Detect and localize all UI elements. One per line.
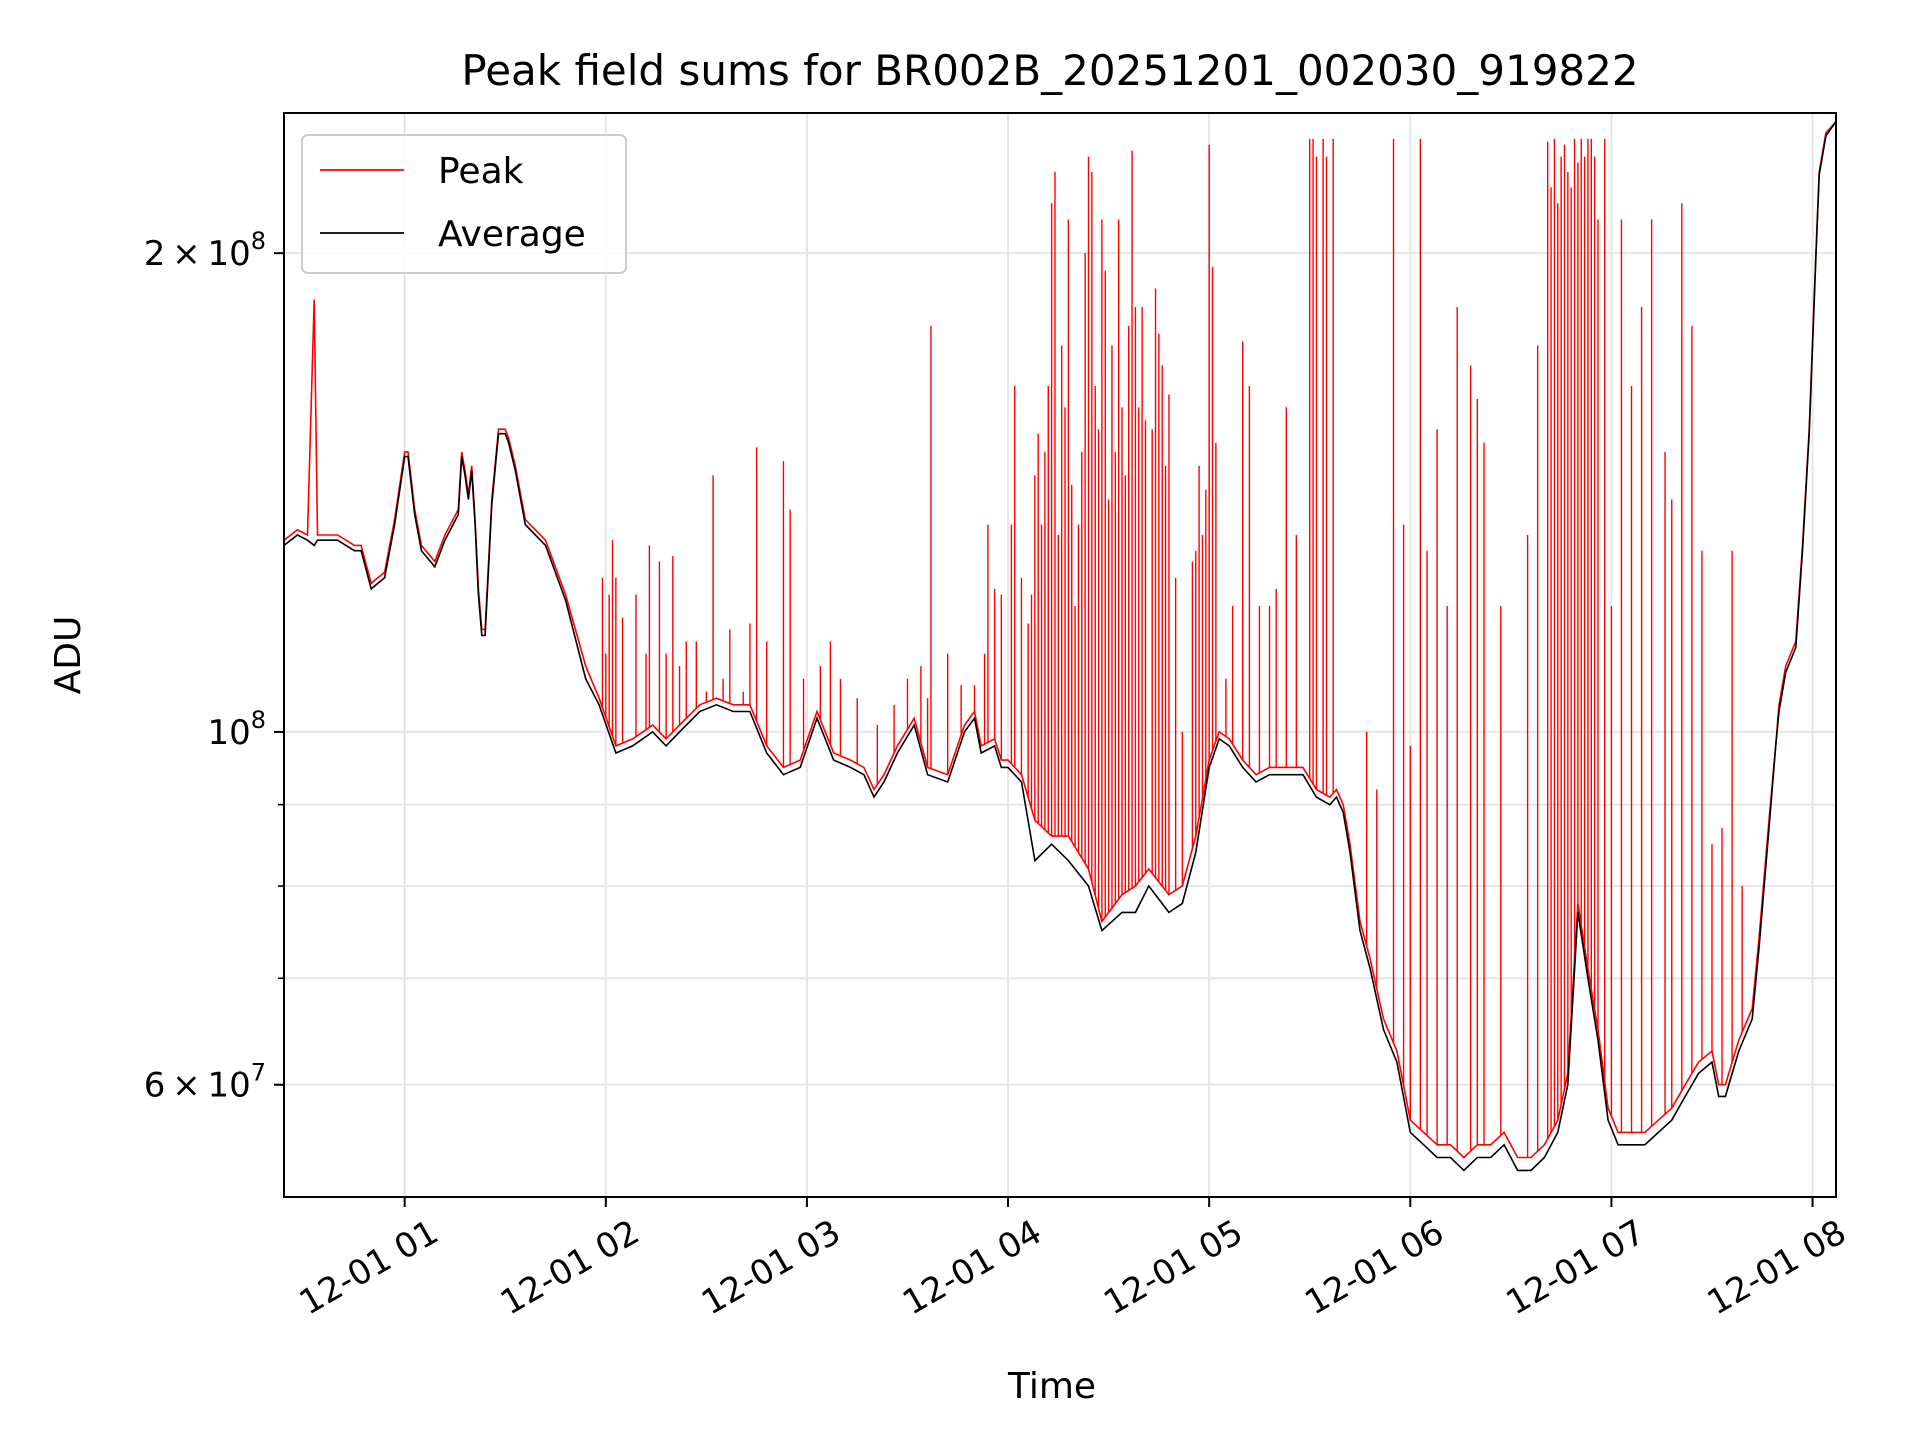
legend-label-average: Average bbox=[438, 214, 586, 255]
legend: Peak Average bbox=[301, 134, 627, 274]
y-axis-ticks: 108 2 × 108 6 × 107 bbox=[144, 227, 284, 1106]
legend-label-peak: Peak bbox=[438, 151, 524, 192]
series-average-line bbox=[284, 121, 1836, 1172]
x-axis-label: Time bbox=[1007, 1366, 1096, 1407]
y-tick-label: 2 × 108 bbox=[144, 227, 266, 274]
y-tick-label: 108 bbox=[207, 706, 266, 753]
y-axis-label: ADU bbox=[48, 616, 89, 695]
plot-series-group bbox=[284, 120, 1836, 1172]
plot-frame bbox=[283, 112, 1837, 1198]
y-tick-label: 6 × 107 bbox=[144, 1059, 266, 1106]
chart-title: Peak field sums for BR002B_20251201_0020… bbox=[461, 46, 1638, 95]
